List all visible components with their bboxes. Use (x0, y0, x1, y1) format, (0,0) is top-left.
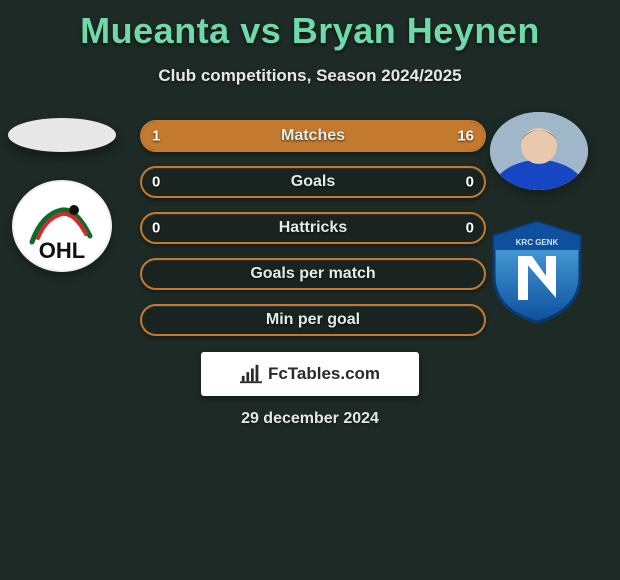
svg-text:OHL: OHL (39, 238, 85, 263)
stat-row: 00Goals (140, 166, 486, 198)
bar-chart-icon (240, 363, 262, 385)
stat-label: Goals (142, 173, 484, 191)
left-club-logo: OHL (12, 180, 112, 272)
left-player-photo-placeholder (8, 118, 116, 152)
date: 29 december 2024 (0, 410, 620, 428)
stat-label: Hattricks (142, 219, 484, 237)
svg-text:KRC GENK: KRC GENK (516, 238, 559, 247)
stat-label: Goals per match (142, 265, 484, 283)
subtitle: Club competitions, Season 2024/2025 (0, 66, 620, 86)
comparison-card: Mueanta vs Bryan Heynen Club competition… (0, 0, 620, 580)
page-title: Mueanta vs Bryan Heynen (0, 0, 620, 52)
stat-label: Matches (142, 127, 484, 145)
brand-badge: FcTables.com (201, 352, 419, 396)
stat-row: Goals per match (140, 258, 486, 290)
left-player-column: OHL (8, 112, 128, 272)
right-player-column: KRC GENK (490, 112, 600, 326)
right-player-photo (490, 112, 588, 190)
right-club-logo: KRC GENK (486, 218, 588, 326)
stat-bars: 116Matches 00Goals 00Hattricks Goals per ma… (140, 120, 486, 350)
stat-row: 116Matches (140, 120, 486, 152)
brand-text: FcTables.com (268, 364, 380, 384)
stat-row: Min per goal (140, 304, 486, 336)
stat-label: Min per goal (142, 311, 484, 329)
stat-row: 00Hattricks (140, 212, 486, 244)
